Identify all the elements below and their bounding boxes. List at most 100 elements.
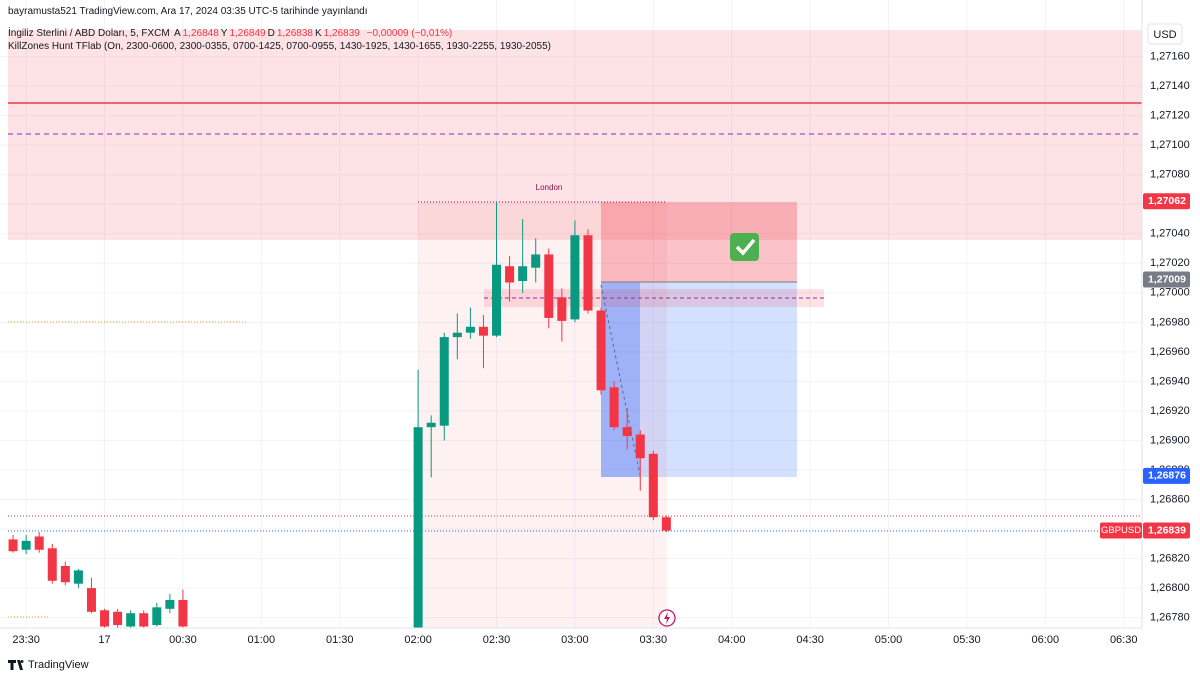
killzone-area [8,30,1142,240]
ohlc-value: 1,26848 [182,28,219,39]
price-label: 1,27062 [1148,195,1186,207]
ohlc-key: Y [220,28,228,39]
session-label: London [536,183,563,192]
change: −0,00009 (−0,01%) [366,28,453,39]
candle-body [648,453,658,518]
x-tick-label: 04:00 [718,634,746,646]
y-tick-label: 1,27120 [1150,110,1190,122]
candle-body [60,565,70,583]
candle-body [609,387,619,428]
y-tick-label: 1,26780 [1150,612,1190,624]
symbol-line: İngiliz Sterlini / ABD Doları, 5, FXCM A… [8,28,454,39]
currency: USD [1153,29,1176,41]
price-label-box [1143,193,1190,210]
ohlc: A 1,26848 Y 1,26849 D 1,26838 K 1,26839 [174,28,362,39]
x-tick-label: 03:30 [640,634,668,646]
x-tick-label: 01:30 [326,634,354,646]
candle-body [34,536,44,550]
x-tick-label: 02:30 [483,634,511,646]
ohlc-key: A [173,28,181,39]
london-session-box [418,202,667,628]
symbol-tag-box [1100,522,1142,539]
y-tick-label: 1,26820 [1150,553,1190,565]
candle-body [570,235,580,320]
y-tick-label: 1,26800 [1150,582,1190,594]
candle-body [113,611,123,626]
price-label: 1,26839 [1148,524,1186,536]
candle-body [661,517,671,531]
candle-body [152,607,162,626]
y-tick-label: 1,26980 [1150,316,1190,328]
axes: 1,267801,268001,268201,268401,268601,268… [12,50,1190,646]
price-label-box [1143,467,1190,484]
price-label-box [1143,522,1190,539]
candle-body [73,570,83,584]
y-tick-label: 1,27140 [1150,80,1190,92]
stop-zone [601,202,797,282]
candle-body [505,266,515,283]
x-tick-label: 06:30 [1110,634,1138,646]
price-label: 1,26876 [1148,470,1186,482]
indicator: KillZones Hunt TFlab (On, 2300-0600, 230… [8,41,551,52]
x-tick-label: 00:30 [169,634,197,646]
y-tick-label: 1,27080 [1150,169,1190,181]
candle-body [165,599,175,609]
x-tick-label: 02:00 [404,634,432,646]
y-tick-label: 1,26920 [1150,405,1190,417]
candle-body [583,235,593,311]
candle-body [139,613,149,627]
candles [8,202,671,628]
ohlc-key: K [315,28,322,39]
candle-body [86,588,96,612]
candle-body [478,326,488,336]
brand-logo [8,660,24,670]
candle-body [635,434,645,459]
event-bolt [664,612,670,624]
ohlc-key: D [267,28,275,39]
candle-body [47,548,57,581]
y-tick-label: 1,26900 [1150,434,1190,446]
candle-body [544,254,554,318]
candle-body [518,266,528,282]
y-tick-label: 1,27020 [1150,257,1190,269]
brand: TradingView [28,659,89,671]
y-tick-label: 1,27160 [1150,50,1190,62]
candle-body [465,326,475,333]
candle-body [126,613,136,627]
x-tick-label: 23:30 [12,634,40,646]
x-tick-label: 01:00 [248,634,276,646]
x-tick-label: 05:30 [953,634,981,646]
candle-body [178,599,188,627]
candle-body [596,310,606,391]
symbol-tag: GBPUSD [1101,525,1141,536]
trade-path [600,284,641,476]
y-tick-label: 1,26860 [1150,493,1190,505]
symbol: İngiliz Sterlini / ABD Doları, 5, FXCM [8,28,170,39]
ohlc-value: 1,26849 [229,28,266,39]
x-tick-label: 04:30 [796,634,824,646]
candle-body [8,539,18,552]
candle-body [557,297,567,321]
drawings: London [8,30,1142,628]
candle-body [21,540,31,550]
candle-body [452,332,462,338]
publisher: bayramusta521 TradingView.com, Ara 17, 2… [8,6,368,17]
candle-body [492,264,502,336]
candle-body [622,427,632,437]
x-tick-label: 06:00 [1032,634,1060,646]
y-tick-label: 1,27000 [1150,287,1190,299]
candle-body [531,254,541,268]
check-icon [730,233,759,261]
y-tick-label: 1,26960 [1150,346,1190,358]
currency-box[interactable] [1147,23,1183,45]
check-mark [735,238,756,256]
candle-body [413,427,423,628]
y-tick-label: 1,26940 [1150,375,1190,387]
y-tick-label: 1,27040 [1150,228,1190,240]
price-label: 1,27009 [1148,273,1186,285]
price-label-box [1143,271,1190,288]
x-tick-label: 03:00 [561,634,589,646]
candle-body [100,610,110,627]
